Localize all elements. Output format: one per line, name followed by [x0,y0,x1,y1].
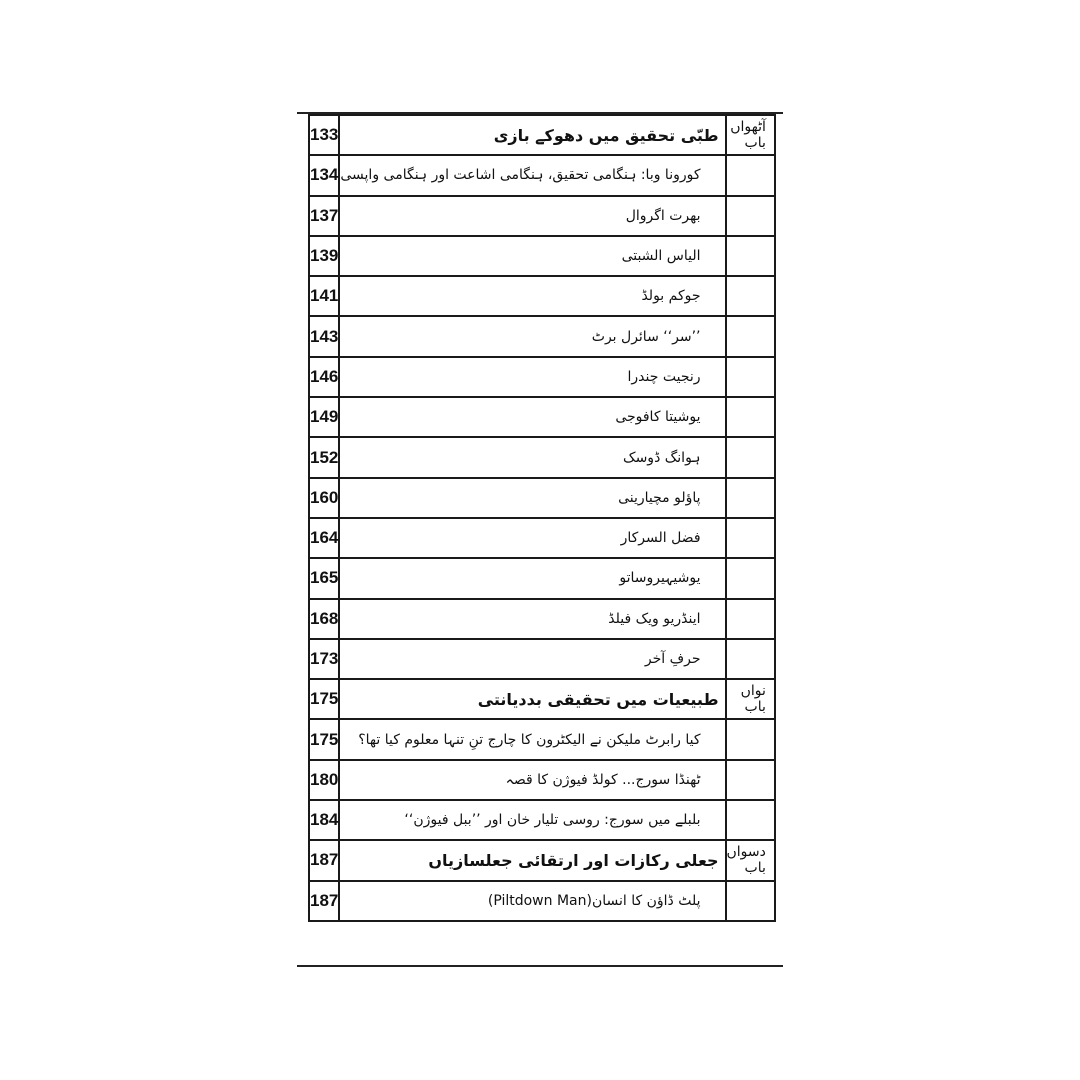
page-number: 134 [307,154,341,197]
toc-row: 149 یوشیتا کافوجی [307,396,776,439]
section-title: بھرت اگروال [338,194,727,237]
page-number: 137 [307,194,341,237]
toc-row: 146 رنجیت چندرا [307,355,776,399]
chapter-label [724,315,776,358]
page-number: 149 [307,396,341,439]
chapter-label [724,637,776,681]
page-number: 175 [307,678,341,721]
page-number: 141 [307,275,341,318]
toc-row: 175 کیا رابرٹ ملیکن نے الیکٹرون کا چارج ت… [307,718,776,761]
chapter-title: طبّی تحقیق میں دھوکے بازی [338,113,727,157]
toc-row: 187 پلٹ ڈاؤن کا انسان(Piltdown Man) [307,879,776,922]
chapter-title: طبیعیات میں تحقیقی بددیانتی [338,678,727,721]
chapter-label [724,516,776,560]
section-title: ٹھنڈا سورج... کولڈ فیوژن کا قصہ [338,758,727,802]
page-number: 160 [307,476,341,519]
chapter-row: 187 جعلی رکازات اور ارتقائی جعلسازیاں دسوا… [307,839,776,882]
toc-row: 173 حرفِ آخر [307,637,776,681]
toc-row: 164 فضل السرکار [307,516,776,560]
section-title: پاؤلو مچیارینی [338,476,727,519]
page-number: 175 [307,718,341,761]
toc-row: 165 یوشیہیروساتو [307,557,776,600]
chapter-label [724,799,776,842]
chapter-label [724,194,776,237]
toc-row: 141 جوکم بولڈ [307,275,776,318]
chapter-label [724,275,776,318]
page-number: 164 [307,516,341,560]
toc-row: 184 بلبلے میں سورج: روسی تلیار خان اور ’’… [307,799,776,842]
section-title: یوشیتا کافوجی [338,396,727,439]
section-title: کورونا وبا: ہنگامی تحقیق، ہنگامی اشاعت ا… [338,154,727,197]
chapter-label: دسواں باب [724,839,776,882]
chapter-label [724,436,776,479]
bottom-rule [297,965,783,967]
top-rule [297,112,783,114]
chapter-row: 175 طبیعیات میں تحقیقی بددیانتی نواں باب [307,678,776,721]
chapter-title: جعلی رکازات اور ارتقائی جعلسازیاں [338,839,727,882]
section-title: رنجیت چندرا [338,355,727,399]
page-number: 187 [307,879,341,922]
chapter-label: آٹھواں باب [724,113,776,157]
toc-row: 168 اینڈریو ویک فیلڈ [307,597,776,640]
chapter-label: نواں باب [724,678,776,721]
section-title: حرفِ آخر [338,637,727,681]
page-number: 143 [307,315,341,358]
page-number: 152 [307,436,341,479]
section-title: فضل السرکار [338,516,727,560]
toc-row: 160 پاؤلو مچیارینی [307,476,776,519]
chapter-label [724,597,776,640]
page-number: 165 [307,557,341,600]
toc-row: 134 کورونا وبا: ہنگامی تحقیق، ہنگامی اشاع… [307,154,776,197]
page-number: 180 [307,758,341,802]
toc-row: 143 ’’سر‘‘ سائرل برٹ [307,315,776,358]
page-number: 168 [307,597,341,640]
section-title: پلٹ ڈاؤن کا انسان(Piltdown Man) [338,879,727,922]
chapter-row: 133 طبّی تحقیق میں دھوکے بازی آٹھواں باب [307,113,776,157]
chapter-label [724,234,776,278]
table-of-contents: 133 طبّی تحقیق میں دھوکے بازی آٹھواں باب 13… [307,113,776,922]
page-number: 133 [307,113,341,157]
toc-row: 137 بھرت اگروال [307,194,776,237]
page-number: 146 [307,355,341,399]
chapter-label [724,154,776,197]
toc-row: 139 الیاس الشبتی [307,234,776,278]
section-title: کیا رابرٹ ملیکن نے الیکٹرون کا چارج تنِ … [338,718,727,761]
chapter-label [724,879,776,922]
chapter-label [724,557,776,600]
section-title: ’’سر‘‘ سائرل برٹ [338,315,727,358]
section-title: جوکم بولڈ [338,275,727,318]
chapter-label [724,476,776,519]
chapter-label [724,355,776,399]
page-number: 173 [307,637,341,681]
section-title: بلبلے میں سورج: روسی تلیار خان اور ’’ببل… [338,799,727,842]
page-number: 187 [307,839,341,882]
page-number: 184 [307,799,341,842]
page-number: 139 [307,234,341,278]
section-title: اینڈریو ویک فیلڈ [338,597,727,640]
toc-row: 152 ہوانگ ڈوسک [307,436,776,479]
section-title: یوشیہیروساتو [338,557,727,600]
section-title: الیاس الشبتی [338,234,727,278]
section-title: ہوانگ ڈوسک [338,436,727,479]
chapter-label [724,396,776,439]
chapter-label [724,758,776,802]
chapter-label [724,718,776,761]
toc-row: 180 ٹھنڈا سورج... کولڈ فیوژن کا قصہ [307,758,776,802]
